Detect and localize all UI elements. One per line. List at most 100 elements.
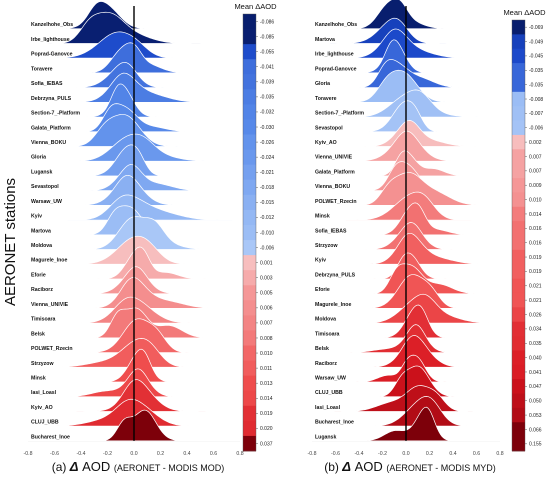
colorbar-label: 0.037	[260, 441, 273, 447]
colorbar-label: 0.050	[529, 399, 542, 405]
station-label: Sevastopol	[31, 184, 59, 190]
colorbar-segment	[512, 307, 525, 323]
colorbar-segment	[243, 224, 256, 241]
colorbar-segment	[243, 390, 256, 407]
station-label: Section-7_-Platform	[315, 111, 364, 117]
colorbar-segment	[512, 120, 525, 136]
colorbar-segment	[243, 179, 256, 196]
station-label: Magurele_Inoe	[31, 258, 67, 264]
station-label: Moldova	[315, 317, 336, 323]
colorbar-label: -0.015	[260, 200, 274, 206]
station-label: Gloria	[315, 81, 330, 87]
ridge-Kanzelhohe_Obs	[28, 1, 240, 30]
colorbar-label: 0.019	[529, 269, 542, 275]
station-label: POLWET_Rzecin	[315, 199, 357, 205]
x-tick-label: 0.4	[449, 451, 456, 457]
station-label: Timisoara	[31, 317, 56, 323]
panel-caption: (a) Δ AOD (AERONET - MODIS MOD)	[52, 459, 224, 474]
station-label: Kyiv	[31, 214, 42, 220]
colorbar-segment	[243, 164, 256, 181]
colorbar-label: 0.053	[529, 413, 542, 419]
colorbar-segment	[512, 407, 525, 423]
colorbar-label: -0.021	[260, 170, 274, 176]
station-label: Debrzyna_PULS	[315, 272, 356, 278]
station-label: Sevastopol	[315, 125, 343, 131]
colorbar-segment	[243, 270, 256, 286]
colorbar-segment	[243, 300, 256, 316]
station-label: Kyiv	[315, 258, 326, 264]
colorbar-segment	[243, 209, 256, 226]
colorbar-segment	[512, 134, 525, 150]
colorbar-label: -0.024	[260, 155, 274, 161]
colorbar-label: 0.040	[529, 355, 542, 361]
colorbar-label: 0.006	[260, 306, 273, 312]
station-label: Poprad-Ganovce	[31, 52, 73, 58]
colorbar-segment	[243, 194, 256, 211]
colorbar-segment	[512, 63, 525, 78]
colorbar-label: -0.010	[260, 230, 274, 236]
colorbar-label: 0.011	[260, 366, 272, 372]
colorbar-label: -0.049	[529, 39, 543, 45]
station-label: Minsk	[31, 376, 46, 382]
station-label: Kanzelhohe_Obs	[315, 22, 357, 28]
station-label: Sofia_IEBAS	[31, 81, 63, 87]
colorbar-label: 0.047	[529, 384, 542, 390]
panel-caption: (b) Δ AOD (AERONET - MODIS MYD)	[324, 459, 495, 474]
station-label: Toravere	[315, 96, 337, 102]
colorbar-segment	[512, 20, 525, 35]
colorbar-segment	[243, 420, 256, 437]
colorbar-segment	[512, 292, 525, 308]
colorbar-label: 0.010	[260, 351, 273, 357]
colorbar-segment	[243, 375, 256, 392]
x-tick-label: 0.2	[426, 451, 433, 457]
colorbar-segment	[512, 278, 525, 294]
panel-a: Kanzelhohe_Obs Irbe_lighthouse Poprad-Gano…	[24, 1, 277, 474]
station-label: Lugansk	[315, 434, 336, 440]
colorbar-segment	[243, 104, 256, 120]
colorbar-segment	[512, 48, 525, 64]
colorbar-label: 0.007	[529, 154, 542, 160]
colorbar-segment	[512, 235, 525, 251]
colorbar-label: -0.035	[529, 68, 543, 74]
station-label: Kanzelhohe_Obs	[31, 22, 73, 28]
station-label: Vienna_BOKU	[31, 140, 66, 146]
ridge-Irbe_lighthouse	[28, 11, 240, 44]
x-tick-label: 0.6	[210, 451, 217, 457]
colorbar-label: -0.069	[529, 25, 543, 31]
colorbar-frame	[242, 13, 257, 452]
colorbar-segment	[512, 436, 525, 452]
colorbar-segment	[243, 330, 256, 346]
colorbar-segment	[512, 249, 525, 265]
colorbar-segment	[512, 149, 525, 165]
colorbar-label: -0.055	[260, 49, 274, 55]
colorbar-label: -0.012	[260, 215, 274, 221]
colorbar-segment	[512, 163, 525, 179]
colorbar-segment	[243, 74, 256, 90]
station-label: Kyiv_AO	[31, 405, 53, 411]
colorbar-label: -0.032	[260, 110, 274, 116]
colorbar-label: 0.026	[529, 312, 542, 318]
station-label: Toravere	[31, 66, 53, 72]
colorbar-segment	[512, 422, 525, 438]
colorbar-label: 0.035	[529, 341, 542, 347]
colorbar-label: -0.008	[529, 97, 543, 103]
colorbar-segment	[512, 34, 525, 50]
colorbar-segment	[243, 405, 256, 422]
colorbar-label: 0.013	[260, 381, 273, 387]
station-label: Kyiv_AO	[315, 140, 337, 146]
colorbar-segment	[243, 345, 256, 361]
colorbar-label: 0.021	[529, 284, 542, 290]
colorbar-label: -0.035	[529, 82, 543, 88]
colorbar-label: -0.086	[260, 19, 274, 25]
station-label: CLUJ_UBB	[315, 390, 343, 396]
colorbar-segment	[512, 336, 525, 351]
x-tick-label: -0.8	[308, 451, 317, 457]
colorbar-segment	[512, 106, 525, 121]
colorbar-label: 0.005	[260, 291, 273, 297]
station-label: Irbe_lighthouse	[315, 52, 354, 58]
colorbar-label: -0.007	[529, 111, 543, 117]
colorbar-segment	[512, 91, 525, 107]
station-label: Irbe_lighthouse	[31, 37, 70, 43]
station-label: POLWET_Rzecin	[31, 346, 73, 352]
colorbar-frame	[511, 19, 526, 452]
